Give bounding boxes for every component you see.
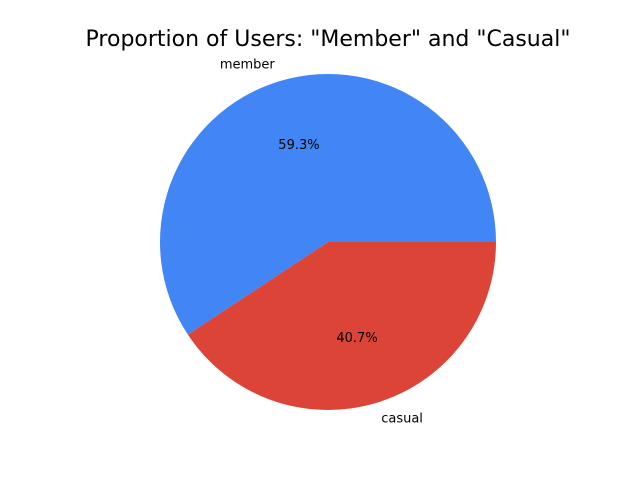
pie-slices	[160, 74, 497, 410]
pie-slice-member	[160, 74, 497, 335]
slice-percent-member: 59.3%	[278, 138, 319, 153]
slice-label-member: member	[220, 58, 276, 73]
pie-slice-casual	[187, 242, 496, 410]
slice-percent-casual: 40.7%	[336, 331, 377, 346]
slice-label-casual: casual	[381, 411, 423, 426]
pie-labels: member 59.3% casual 40.7%	[220, 58, 423, 427]
chart-title: Proportion of Users: "Member" and "Casua…	[85, 27, 571, 52]
